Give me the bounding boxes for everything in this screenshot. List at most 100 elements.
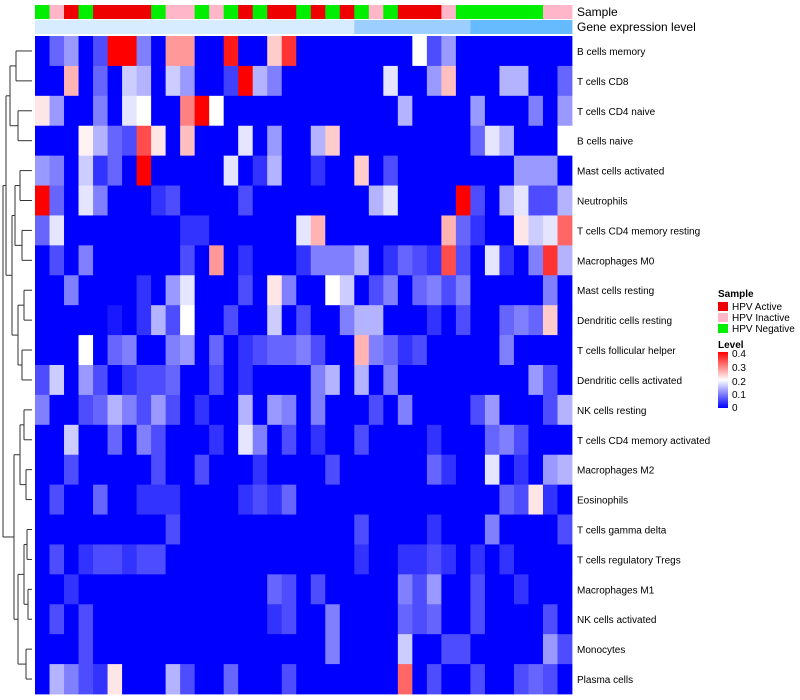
heatmap-cell: [513, 245, 529, 276]
heatmap-cell: [325, 125, 341, 157]
heatmap-cell: [339, 275, 355, 306]
heatmap-cell: [325, 215, 341, 246]
heatmap-cell: [252, 125, 268, 157]
heatmap-cell: [296, 604, 312, 635]
heatmap-cell: [499, 634, 515, 665]
heatmap-cell: [238, 65, 254, 97]
heatmap-cell: [542, 305, 558, 336]
heatmap-cell: [325, 664, 341, 695]
heatmap-cell: [528, 125, 544, 157]
heatmap-cell: [64, 365, 79, 396]
heatmap-cell: [209, 335, 225, 366]
heatmap-cell: [542, 454, 558, 486]
gene-level-annotation-cell: [542, 20, 558, 34]
heatmap-cell: [78, 454, 94, 486]
gene-level-annotation-cell: [238, 20, 254, 34]
heatmap-cell: [64, 155, 79, 186]
heatmap-cell: [296, 544, 312, 575]
heatmap-cell: [310, 185, 326, 216]
heatmap-cell: [470, 484, 486, 515]
row-label: B cells memory: [577, 47, 645, 58]
heatmap-cell: [252, 574, 268, 605]
heatmap-cell: [223, 514, 239, 545]
heatmap-cell: [49, 245, 65, 276]
heatmap-cell: [180, 155, 196, 186]
heatmap-cell: [354, 155, 370, 186]
heatmap-cell: [484, 365, 500, 396]
heatmap-cell: [281, 95, 297, 127]
heatmap-cell: [484, 36, 500, 67]
level-tick-3: 0.1: [732, 390, 746, 401]
heatmap-cell: [470, 275, 486, 306]
heatmap-cell: [455, 36, 471, 67]
heatmap-cell: [325, 365, 341, 396]
heatmap-cell: [165, 275, 181, 306]
row-label: NK cells activated: [577, 615, 656, 626]
sample-annotation-cell: [484, 5, 500, 19]
heatmap-cell: [194, 215, 210, 246]
heatmap-cell: [35, 544, 50, 575]
heatmap-cell: [78, 634, 94, 665]
sample-annotation-cell: [238, 5, 254, 19]
heatmap-cell: [470, 305, 486, 336]
heatmap-cell: [412, 125, 428, 157]
heatmap-cell: [557, 95, 573, 127]
heatmap-cell: [194, 484, 210, 515]
heatmap-cell: [93, 604, 108, 635]
gene-level-annotation-cell: [35, 20, 50, 34]
heatmap-cell: [223, 544, 239, 575]
heatmap-cell: [383, 394, 399, 426]
heatmap-cell: [78, 215, 94, 246]
gene-level-annotation-cell: [412, 20, 428, 34]
heatmap-cell: [325, 454, 341, 486]
heatmap-cell: [93, 514, 108, 545]
sample-legend: Sample HPV Active HPV Inactive HPV Negat…: [718, 289, 795, 335]
heatmap-cell: [194, 574, 210, 605]
heatmap-cell: [310, 65, 326, 97]
heatmap-cell: [296, 454, 312, 486]
heatmap-cell: [35, 514, 50, 545]
heatmap-cell: [136, 514, 152, 545]
sample-annotation-cell: [296, 5, 312, 19]
heatmap-cell: [542, 215, 558, 246]
heatmap-cell: [281, 36, 297, 67]
heatmap-cell: [441, 245, 457, 276]
heatmap-cell: [35, 275, 50, 306]
heatmap-cell: [339, 664, 355, 695]
heatmap-cell: [310, 365, 326, 396]
gene-level-annotation-cell: [354, 20, 370, 34]
heatmap-cell: [194, 335, 210, 366]
heatmap-cell: [165, 185, 181, 216]
heatmap-cell: [368, 484, 384, 515]
heatmap-cell: [542, 634, 558, 665]
heatmap-cell: [368, 424, 384, 456]
heatmap-cell: [78, 305, 94, 336]
sample-annotation-cell: [78, 5, 94, 19]
heatmap-cell: [194, 155, 210, 186]
heatmap-cell: [368, 574, 384, 605]
legend-label-hpv-inactive: HPV Inactive: [732, 313, 790, 324]
heatmap-cell: [209, 95, 225, 127]
heatmap-cell: [484, 185, 500, 216]
heatmap-cell: [499, 514, 515, 545]
heatmap-cell: [310, 125, 326, 157]
heatmap-cell: [180, 424, 196, 456]
heatmap-cell: [368, 604, 384, 635]
row-label: Dendritic cells activated: [577, 376, 682, 387]
heatmap-cell: [426, 544, 442, 575]
heatmap-cell: [49, 335, 65, 366]
heatmap-cell: [557, 544, 573, 575]
heatmap-cell: [64, 544, 79, 575]
heatmap-cell: [368, 185, 384, 216]
heatmap-cell: [136, 245, 152, 276]
heatmap-cell: [383, 424, 399, 456]
heatmap-cell: [267, 484, 283, 515]
heatmap-cell: [267, 65, 283, 97]
heatmap-cell: [267, 604, 283, 635]
heatmap-cell: [151, 484, 167, 515]
heatmap-cell: [281, 424, 297, 456]
heatmap-cell: [426, 335, 442, 366]
heatmap-cell: [165, 365, 181, 396]
heatmap-cell: [64, 95, 79, 127]
heatmap-cell: [528, 424, 544, 456]
